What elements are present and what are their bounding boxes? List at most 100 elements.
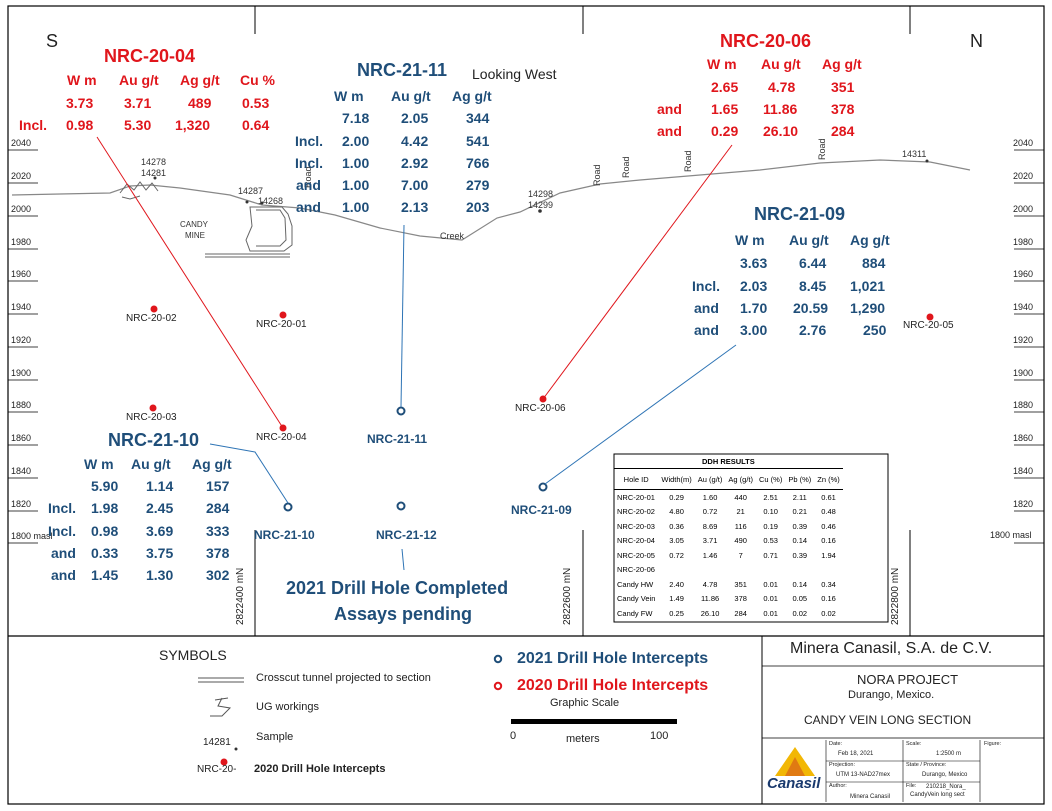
col-header: Ag g/t [180,72,220,88]
cell-ag: 1,021 [850,278,886,294]
elevation-ticks [8,149,1044,544]
elev-left-1920: 1920 [11,335,32,345]
cell-prefix: and [51,567,76,583]
cell-au: 1.14 [146,478,174,494]
elev-right-1940: 1940 [1013,302,1034,312]
cell-width: 3.00 [740,322,768,338]
cell-width: 2.00 [342,133,370,149]
ddh-cell: Candy FW [617,608,653,618]
elev-left-1880: 1880 [11,400,32,410]
ddh-col-header: Hole ID [614,468,659,490]
company-name: Minera Canasil, S.A. de C.V. [790,640,993,657]
ddh-cell [658,563,694,578]
ddh-cell: 351 [734,579,747,589]
cell-prefix: Incl. [295,155,324,171]
col-header: Cu % [240,72,275,88]
cell-width: 2.65 [711,79,739,95]
elev-right-1840: 1840 [1013,466,1034,476]
cell-width: 0.29 [711,123,739,139]
ddh-col-header: Width(m) [658,468,695,490]
ddh-cell: 4.80 [669,507,684,517]
view-direction: Looking West [472,66,557,82]
cell-ag: 1,320 [175,117,211,133]
road-label-3: Road [621,156,631,178]
sample-14311: 14311 [902,149,927,159]
author-label: Author: [829,783,847,789]
hole-label-nrc-21-10: NRC-21-10 [254,528,315,542]
cell-ag: 203 [466,199,490,215]
legend-ug-symbol [210,697,232,717]
elev-right-1980: 1980 [1013,237,1034,247]
sample-14278: 14278 [141,157,167,167]
table-row: NRC-20-02 4.80 0.72 21 0.10 0.21 0.48 [614,505,843,520]
col-header: W m [67,72,97,88]
ddh-cell: 0.39 [792,521,808,531]
ddh-cell: NRC-20-03 [617,521,655,531]
cell-au: 4.78 [768,79,796,95]
table-row: NRC-20-05 0.72 1.46 7 0.71 0.39 1.94 [614,548,843,563]
col-header: Ag g/t [850,232,890,248]
legend-tunnel-label: Crosscut tunnel projected to section [256,672,431,684]
cell-au: 6.44 [799,255,827,271]
ddh-cell: 7 [738,550,743,560]
table-row: NRC-20-06 [614,563,843,578]
hole-label-nrc-20-06: NRC-20-06 [515,403,566,414]
ddh-cell: 0.01 [763,594,778,604]
project-location: Durango, Mexico. [848,689,935,701]
sample-14299: 14299 [528,200,554,210]
elev-right-2040: 2040 [1013,138,1034,148]
legend-sample-label: Sample [256,731,294,743]
cell-au: 3.75 [146,545,174,561]
cell-ag: 378 [831,101,855,117]
ddh-cell: 0.39 [792,550,808,560]
elev-left-2020: 2020 [11,171,32,181]
cell-width: 0.98 [91,523,119,539]
ddh-cell: 0.16 [821,594,836,604]
intercept-title: NRC-21-11 [357,60,448,80]
elev-left-1820: 1820 [11,499,32,509]
cell-au: 2.45 [146,500,174,516]
cell-ag: 541 [466,133,490,149]
scale-zero: 0 [510,730,517,742]
elev-left-2000: 2000 [11,204,32,214]
elev-left-1800: 1800 masl [11,531,53,541]
elev-left-1960: 1960 [11,269,32,279]
cell-prefix: and [657,101,682,117]
elev-right-1960: 1960 [1013,269,1034,279]
cell-au: 2.76 [799,322,827,338]
ddh-cell [785,563,814,578]
elev-right-1900: 1900 [1013,368,1034,378]
cell-prefix: Incl. [692,278,721,294]
col-header: W m [84,456,114,472]
scale-label: Scale: [906,741,922,747]
scale-units: meters [566,733,600,745]
hole-markers-2021 [283,406,548,512]
cell-prefix: and [51,545,76,561]
cell-prefix: Incl. [19,117,48,133]
legend-2021-intercepts: 2021 Drill Hole Intercepts [517,650,709,667]
cell-au: 3.69 [146,523,174,539]
elev-left-2040: 2040 [11,138,32,148]
intercept-title: NRC-21-09 [754,204,846,224]
ddh-cell: 2.51 [763,492,778,502]
project-name: NORA PROJECT [857,672,959,687]
cell-prefix: and [657,123,682,139]
cell-width: 7.18 [342,110,370,126]
northing-2822400: 2822400 mN [235,567,246,625]
cell-prefix: Incl. [48,523,77,539]
cell-ag: 344 [466,110,490,126]
candy-mine-label-1: CANDY [180,220,209,229]
candy-mine-workings [119,181,293,252]
ddh-cell: 0.02 [821,608,836,618]
sample-14268: 14268 [258,196,284,206]
ddh-cell: 3.71 [702,536,718,546]
cell-ag: 279 [466,177,490,193]
ddh-cell: 4.78 [702,579,718,589]
scale-hundred: 100 [650,730,669,742]
cell-width: 3.73 [66,95,94,111]
hole-label-nrc-20-04: NRC-20-04 [256,432,307,443]
file-label: File: [906,783,917,789]
hole-label-nrc-20-03: NRC-20-03 [126,412,177,423]
legend-tunnel-symbol [198,677,244,683]
